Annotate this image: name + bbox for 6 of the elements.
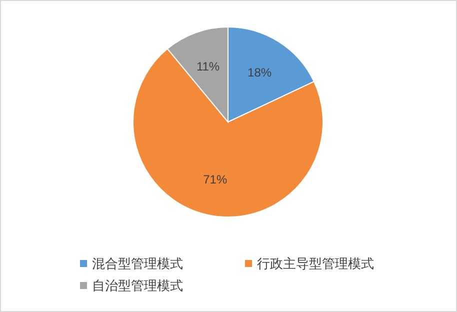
data-label: 18%: [248, 65, 272, 80]
legend-label: 自治型管理模式: [92, 279, 183, 294]
legend-label: 混合型管理模式: [92, 257, 183, 272]
data-label: 11%: [196, 60, 220, 74]
data-label: 71%: [203, 172, 228, 186]
legend-label: 行政主导型管理模式: [257, 256, 374, 272]
